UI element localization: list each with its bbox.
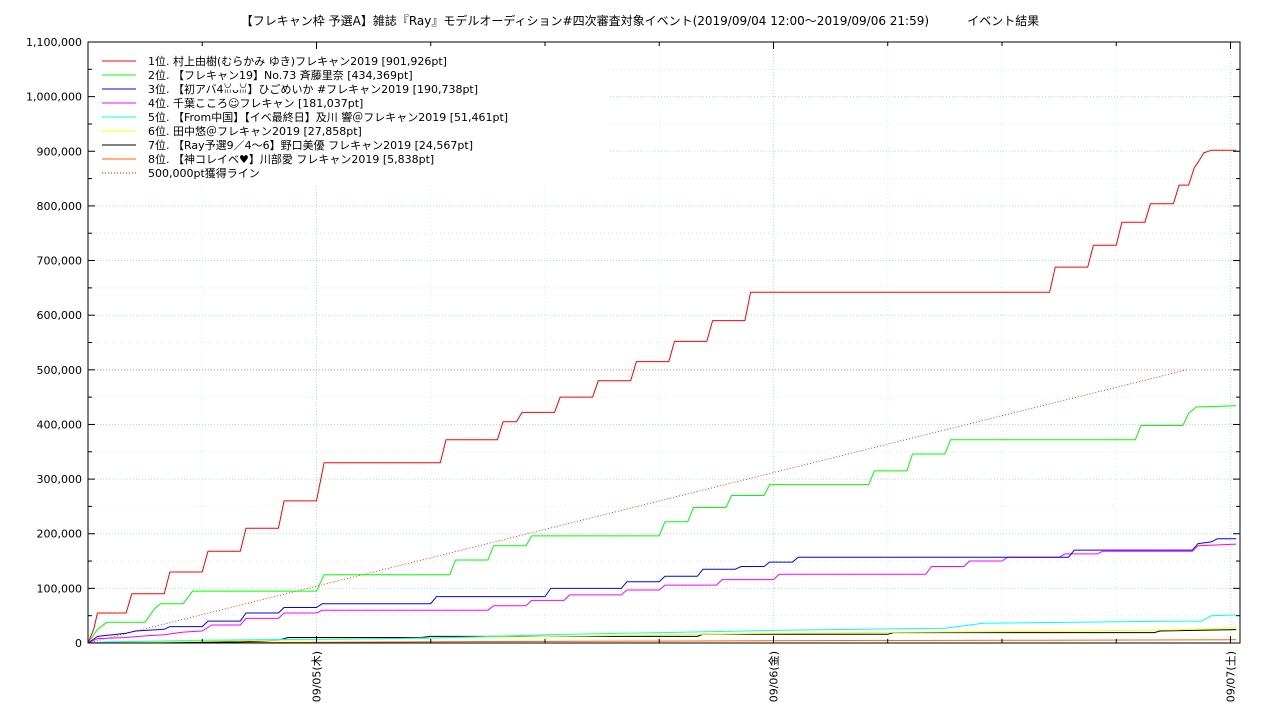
legend-label: 2位. 【フレキャン19】No.73 斉藤里奈 [434,369pt] — [148, 68, 413, 82]
legend-box — [96, 50, 608, 184]
legend-label: 1位. 村上由樹(むらかみ ゆき)フレキャン2019 [901,926pt] — [148, 54, 447, 68]
x-tick-label: 09/06(金) — [766, 651, 780, 702]
y-tick-label: 600,000 — [37, 309, 83, 322]
x-tick-label: 09/07(土) — [1224, 651, 1237, 702]
x-tick-label: 09/05(木) — [310, 651, 323, 702]
legend-label: 500,000pt獲得ライン — [148, 167, 260, 180]
y-tick-label: 1,000,000 — [26, 91, 82, 104]
legend-label: 3位. 【初アバ4ꈍᴗꈍ】ひごめいか #フレキャン2019 [190,738pt… — [148, 82, 478, 96]
y-tick-label: 500,000 — [37, 364, 83, 377]
y-tick-label: 700,000 — [37, 255, 83, 268]
y-tick-label: 0 — [75, 637, 82, 650]
chart-title: 【フレキャン枠 予選A】雑誌『Ray』モデルオーディション#四次審査対象イベント… — [240, 14, 1040, 28]
legend-label: 8位. 【神コレイベ♥】川部愛 フレキャン2019 [5,838pt] — [148, 152, 434, 166]
grid-lines — [88, 42, 1240, 643]
y-tick-label: 100,000 — [37, 582, 83, 595]
series-line-3 — [87, 538, 1237, 644]
legend-label: 6位. 田中悠＠フレキャン2019 [27,858pt] — [148, 124, 362, 138]
series-line-1 — [87, 149, 1237, 644]
y-axis: 0 100,000 200,000 300,000 400,000 500,000 600,… — [26, 36, 1240, 650]
y-tick-label: 900,000 — [37, 145, 83, 158]
legend-label: 4位. 千葉こころ☺フレキャン [181,037pt] — [148, 96, 363, 110]
y-tick-label: 800,000 — [37, 200, 83, 213]
legend-label: 7位. 【Ray予選9／4〜6】野口美優 フレキャン2019 [24,567pt… — [148, 138, 473, 152]
legend: 1位. 村上由樹(むらかみ ゆき)フレキャン2019 [901,926pt]2位… — [96, 50, 608, 184]
y-tick-label: 200,000 — [37, 528, 83, 541]
y-tick-label: 300,000 — [37, 473, 83, 486]
x-axis: 09/05(木) 09/06(金) 09/07(土) — [201, 42, 1237, 702]
series-line-6 — [87, 627, 1237, 644]
y-tick-label: 400,000 — [37, 418, 83, 431]
y-tick-label: 1,100,000 — [26, 36, 82, 49]
legend-label: 5位. 【From中国】【イベ最終日】及川 響＠フレキャン2019 [51,46… — [148, 110, 508, 124]
series-line-2 — [87, 405, 1237, 644]
